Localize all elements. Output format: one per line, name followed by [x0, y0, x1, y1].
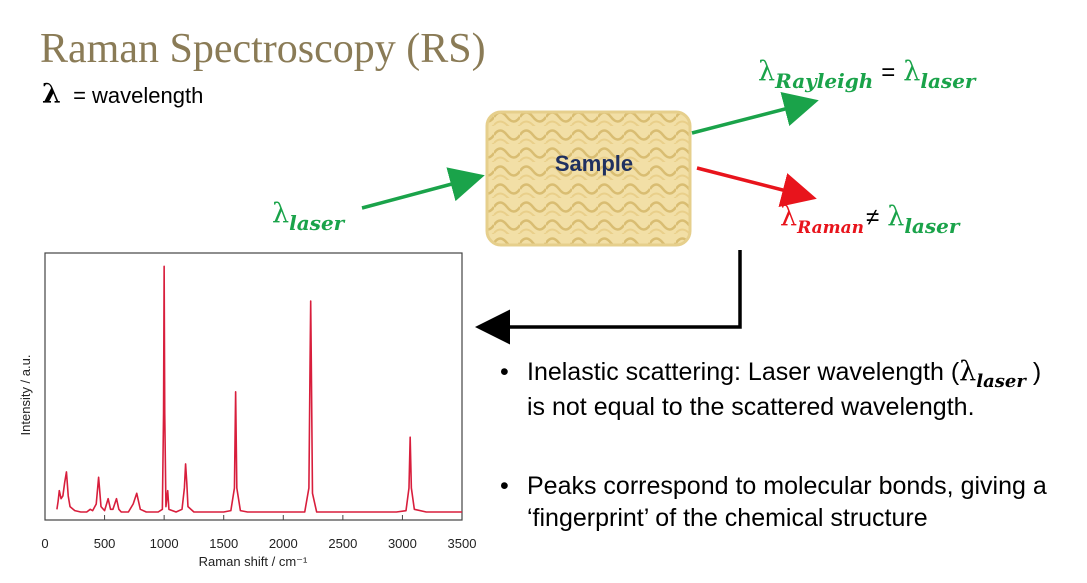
- subscript: laser: [904, 214, 961, 238]
- symbol: λ: [959, 356, 977, 387]
- legend-text: = wavelength: [73, 83, 203, 108]
- text: ) is not equal to the scattered waveleng…: [527, 358, 1042, 421]
- subscript: Rayleigh: [774, 69, 873, 93]
- slide-title: Raman Spectroscopy (RS): [40, 26, 486, 72]
- incident-label: λlaser: [272, 198, 346, 235]
- relation: =: [881, 59, 895, 86]
- spectrum-line: [56, 265, 462, 513]
- raman-arrow: [696, 166, 817, 207]
- incident-arrow: [361, 167, 485, 210]
- bullet: • Inelastic scattering: Laser wavelength…: [500, 356, 1060, 423]
- x-axis-label: Raman shift / cm⁻¹: [199, 554, 308, 569]
- x-tick-label: 1000: [150, 536, 179, 551]
- x-tick-label: 1500: [209, 536, 238, 551]
- sample-image: [485, 110, 692, 247]
- symbol: λ: [887, 201, 904, 232]
- rayleigh-arrow: [691, 92, 819, 135]
- subscript: Raman: [796, 218, 864, 238]
- x-tick-label: 3000: [388, 536, 417, 551]
- x-tick-label: 2000: [269, 536, 298, 551]
- symbol: λ: [272, 198, 289, 229]
- symbol: λ: [780, 201, 797, 232]
- symbol: λ: [903, 56, 920, 87]
- relation: ≠: [866, 204, 879, 231]
- y-axis-label: Intensity / a.u.: [18, 355, 33, 436]
- x-tick-label: 0: [41, 536, 48, 551]
- bullet-dot: •: [500, 472, 509, 500]
- sample-label: Sample: [555, 151, 633, 176]
- bullet: • Peaks correspond to molecular bonds, g…: [500, 470, 1060, 534]
- bullet-text: Peaks correspond to molecular bonds, giv…: [527, 472, 1047, 532]
- x-tick-label: 3500: [448, 536, 477, 551]
- text: Inelastic scattering: Laser wavelength (: [527, 358, 960, 386]
- x-tick-label: 2500: [328, 536, 357, 551]
- subscript: laser: [920, 69, 977, 93]
- legend: λ = wavelength: [42, 79, 203, 110]
- bullet-text: Inelastic scattering: Laser wavelength (…: [527, 356, 1060, 423]
- symbol: λ: [758, 56, 775, 87]
- subscript: laser: [289, 211, 346, 235]
- flow-arrow: [475, 250, 742, 345]
- plot-frame: [44, 252, 463, 521]
- rayleigh-label: λRayleigh = λlaser: [758, 56, 977, 93]
- raman-label: λRaman≠ λlaser: [780, 201, 961, 238]
- x-tick-label: 500: [94, 536, 116, 551]
- bullet-dot: •: [500, 358, 509, 386]
- subscript: laser: [976, 371, 1026, 392]
- legend-symbol: λ: [42, 79, 61, 110]
- spectrum-chart: Raman shift / cm⁻¹ Intensity / a.u. 0 500…: [18, 252, 477, 569]
